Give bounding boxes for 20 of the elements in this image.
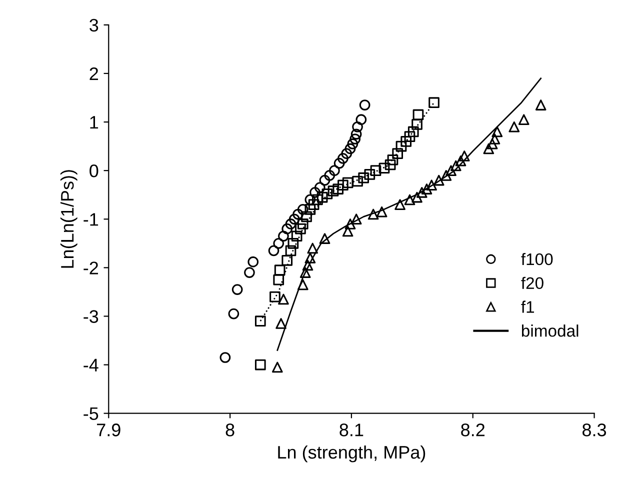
y-tick-label: -1 xyxy=(84,213,98,226)
y-tick-label: 2 xyxy=(90,67,98,80)
legend-label: bimodal xyxy=(522,324,578,337)
y-tick-label: 1 xyxy=(90,116,98,129)
legend-label: f100 xyxy=(521,252,553,266)
y-tick-label: 3 xyxy=(90,18,98,32)
x-axis-title: Ln (strength, MPa) xyxy=(278,445,426,462)
y-tick-label: -3 xyxy=(84,310,98,323)
y-axis-title: Ln(Ln(1/Ps)) xyxy=(60,170,78,268)
legend-label: f20 xyxy=(521,276,544,290)
legend-label: f1 xyxy=(521,300,534,313)
y-tick-label: 0 xyxy=(90,164,98,178)
x-tick-label: 8.2 xyxy=(461,424,485,436)
x-tick-label: 7.9 xyxy=(97,424,120,436)
x-tick-label: 8.1 xyxy=(340,424,364,436)
x-tick-label: 8 xyxy=(226,424,234,436)
y-tick-label: -4 xyxy=(84,358,98,372)
y-tick-label: -5 xyxy=(84,407,98,420)
y-tick-label: -2 xyxy=(84,262,98,274)
x-tick-label: 8.3 xyxy=(582,424,606,436)
